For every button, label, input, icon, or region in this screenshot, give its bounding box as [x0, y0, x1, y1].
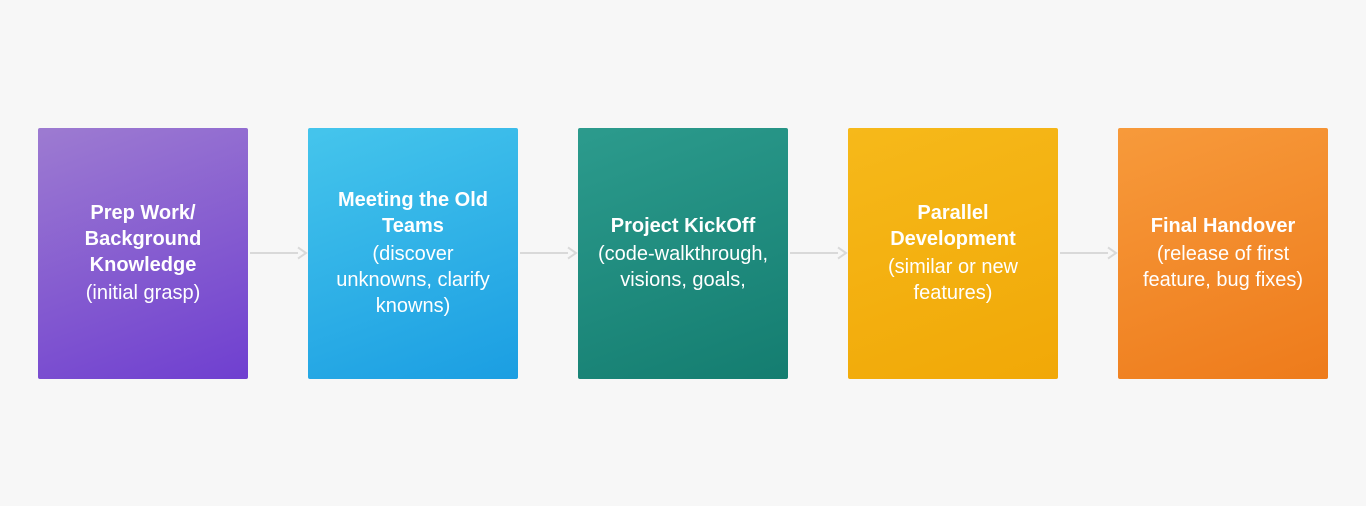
step-subtitle: (release of first feature, bug fixes): [1132, 241, 1314, 293]
step-subtitle: (initial grasp): [86, 280, 200, 306]
step-title: Prep Work/ Background Knowledge: [52, 200, 234, 278]
step-title: Meeting the Old Teams: [322, 187, 504, 239]
step-parallel: Parallel Development(similar or new feat…: [848, 128, 1058, 379]
step-subtitle: (similar or new features): [862, 254, 1044, 306]
step-kickoff: Project KickOff(code-walkthrough, vision…: [578, 128, 788, 379]
arrow-icon: [248, 238, 308, 268]
step-title: Parallel Development: [862, 200, 1044, 252]
step-subtitle: (code-walkthrough, visions, goals,: [592, 241, 774, 293]
step-title: Final Handover: [1151, 213, 1295, 239]
step-subtitle: (discover unknowns, clarify knowns): [322, 241, 504, 319]
step-meeting: Meeting the Old Teams(discover unknowns,…: [308, 128, 518, 379]
arrow-icon: [518, 238, 578, 268]
arrow-icon: [1058, 238, 1118, 268]
arrow-icon: [788, 238, 848, 268]
process-flow: Prep Work/ Background Knowledge(initial …: [38, 128, 1328, 379]
step-title: Project KickOff: [611, 213, 755, 239]
step-handover: Final Handover(release of first feature,…: [1118, 128, 1328, 379]
step-prep: Prep Work/ Background Knowledge(initial …: [38, 128, 248, 379]
